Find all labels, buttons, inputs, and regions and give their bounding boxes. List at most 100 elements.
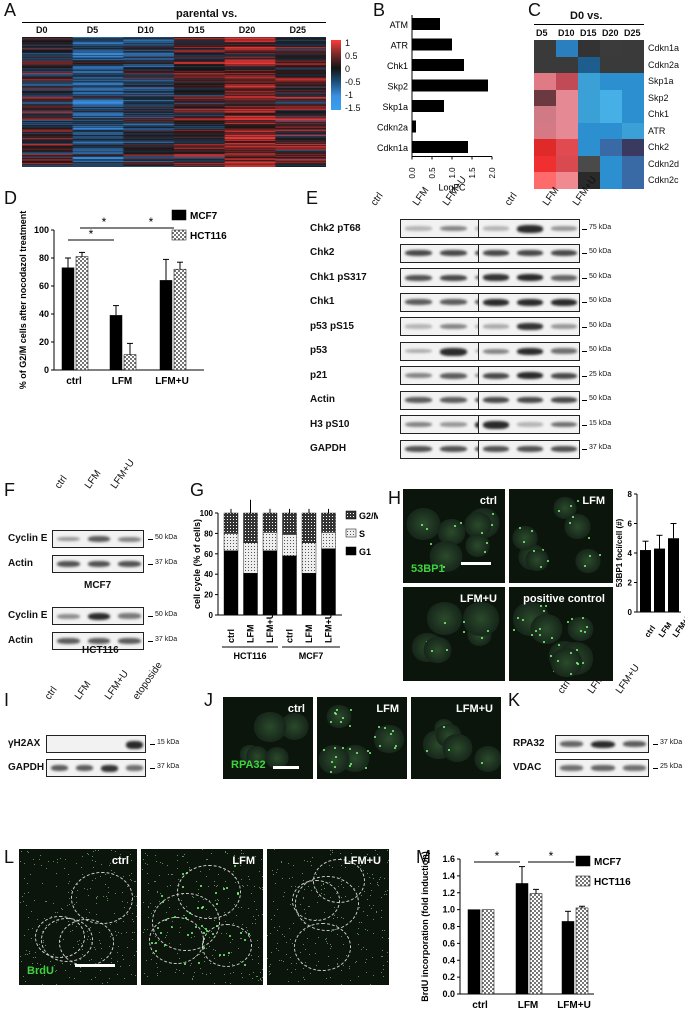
chart-g-bar-segment bbox=[223, 533, 239, 551]
blot-band bbox=[622, 765, 646, 771]
background-speckle bbox=[164, 946, 166, 948]
background-speckle bbox=[88, 853, 90, 855]
micrograph-channel-label: BrdU bbox=[27, 965, 54, 977]
background-speckle bbox=[131, 899, 133, 901]
background-speckle bbox=[43, 918, 45, 920]
background-speckle bbox=[364, 928, 366, 930]
blot-band bbox=[551, 446, 577, 453]
background-speckle bbox=[243, 852, 245, 854]
blot-row-label: Chk1 bbox=[310, 296, 335, 307]
background-speckle bbox=[21, 960, 23, 962]
background-speckle bbox=[182, 973, 184, 975]
chart-m-significance-star: * bbox=[549, 849, 554, 863]
background-speckle bbox=[372, 919, 374, 921]
background-speckle bbox=[68, 880, 70, 882]
background-speckle bbox=[48, 971, 50, 973]
background-speckle bbox=[213, 919, 215, 921]
focus-dot bbox=[584, 564, 587, 567]
heatmap-c-cell bbox=[556, 89, 578, 106]
background-speckle bbox=[107, 900, 109, 902]
kda-marker-line bbox=[148, 564, 153, 565]
blot-band bbox=[517, 372, 543, 380]
focus-dot bbox=[522, 619, 525, 622]
background-speckle bbox=[100, 943, 102, 945]
background-speckle bbox=[81, 954, 83, 956]
background-speckle bbox=[33, 899, 35, 901]
background-speckle bbox=[156, 973, 158, 975]
chart-b-category-label: Cdkn2a bbox=[377, 123, 408, 133]
background-speckle bbox=[68, 891, 70, 893]
background-speckle bbox=[142, 858, 144, 860]
background-speckle bbox=[127, 947, 129, 949]
background-speckle bbox=[228, 954, 230, 956]
background-speckle bbox=[168, 907, 170, 909]
heatmap-c-row-label: Cdkn1a bbox=[648, 43, 680, 53]
blot-row-label: H3 pS10 bbox=[310, 418, 350, 430]
background-speckle bbox=[69, 976, 71, 978]
blot-band bbox=[591, 740, 615, 749]
blot-lane-label: etoposide bbox=[130, 660, 165, 702]
nucleus bbox=[442, 734, 474, 763]
heatmap-c-header bbox=[534, 24, 644, 25]
background-speckle bbox=[203, 898, 205, 900]
chart-m-significance-star: * bbox=[495, 849, 500, 863]
chart-g-bar-segment bbox=[243, 512, 258, 543]
heatmap-c-cell bbox=[534, 40, 556, 57]
background-speckle bbox=[77, 941, 79, 943]
chart-d-bar bbox=[75, 256, 89, 371]
focus-dot bbox=[383, 726, 386, 729]
nucleus bbox=[461, 601, 500, 636]
focus-dot bbox=[173, 916, 176, 919]
background-speckle bbox=[53, 861, 55, 863]
chart-g-y-tick-label: 40 bbox=[204, 570, 213, 579]
background-speckle bbox=[172, 925, 174, 927]
blot-band bbox=[405, 226, 432, 231]
heatmap-c-cell bbox=[578, 106, 600, 123]
background-speckle bbox=[34, 864, 36, 866]
focus-dot bbox=[392, 730, 395, 733]
panel-label-d: D bbox=[4, 188, 17, 208]
background-speckle bbox=[191, 978, 193, 980]
micrograph-condition-label: LFM bbox=[376, 703, 399, 715]
background-speckle bbox=[387, 937, 389, 939]
background-speckle bbox=[41, 983, 43, 985]
background-speckle bbox=[384, 891, 386, 893]
background-speckle bbox=[205, 908, 207, 910]
chart-d-category-label: ctrl bbox=[66, 376, 82, 387]
background-speckle bbox=[178, 931, 180, 933]
blot-strip bbox=[478, 341, 580, 361]
focus-dot bbox=[586, 625, 589, 628]
focus-dot bbox=[442, 725, 445, 728]
background-speckle bbox=[64, 969, 66, 971]
background-speckle bbox=[123, 907, 125, 909]
focus-dot bbox=[430, 542, 433, 545]
background-speckle bbox=[380, 956, 382, 958]
background-speckle bbox=[239, 938, 241, 940]
background-speckle bbox=[72, 946, 74, 948]
heatmap-c-cell bbox=[600, 155, 622, 172]
blot-strip bbox=[555, 735, 649, 753]
micrograph: ctrl BrdU bbox=[18, 848, 138, 986]
chart-m-y-tick-label: 0.2 bbox=[442, 972, 455, 982]
heatmap-c-cell bbox=[600, 56, 622, 73]
background-speckle bbox=[27, 917, 29, 919]
panel-label-g: G bbox=[190, 480, 205, 500]
blot-band bbox=[483, 324, 509, 329]
background-speckle bbox=[184, 961, 186, 963]
focus-dot bbox=[378, 744, 381, 747]
micrograph: LFM+U bbox=[266, 848, 390, 986]
background-speckle bbox=[363, 890, 365, 892]
chart-g-lane-label: LFM+U bbox=[324, 613, 334, 643]
background-speckle bbox=[372, 904, 374, 906]
nucleus bbox=[245, 746, 269, 767]
chart-g: 0 20 40 60 80 100 ctrl LFM LFM+U ctrl LFM LFM+U HCT1… bbox=[192, 499, 378, 661]
background-speckle bbox=[248, 876, 250, 878]
focus-dot bbox=[446, 648, 449, 651]
background-speckle bbox=[22, 900, 24, 902]
focus-dot bbox=[569, 651, 572, 654]
background-speckle bbox=[86, 917, 88, 919]
background-speckle bbox=[361, 948, 363, 950]
background-speckle bbox=[345, 867, 347, 869]
heatmap-c-cell bbox=[600, 73, 622, 90]
blot-strip bbox=[555, 759, 649, 777]
